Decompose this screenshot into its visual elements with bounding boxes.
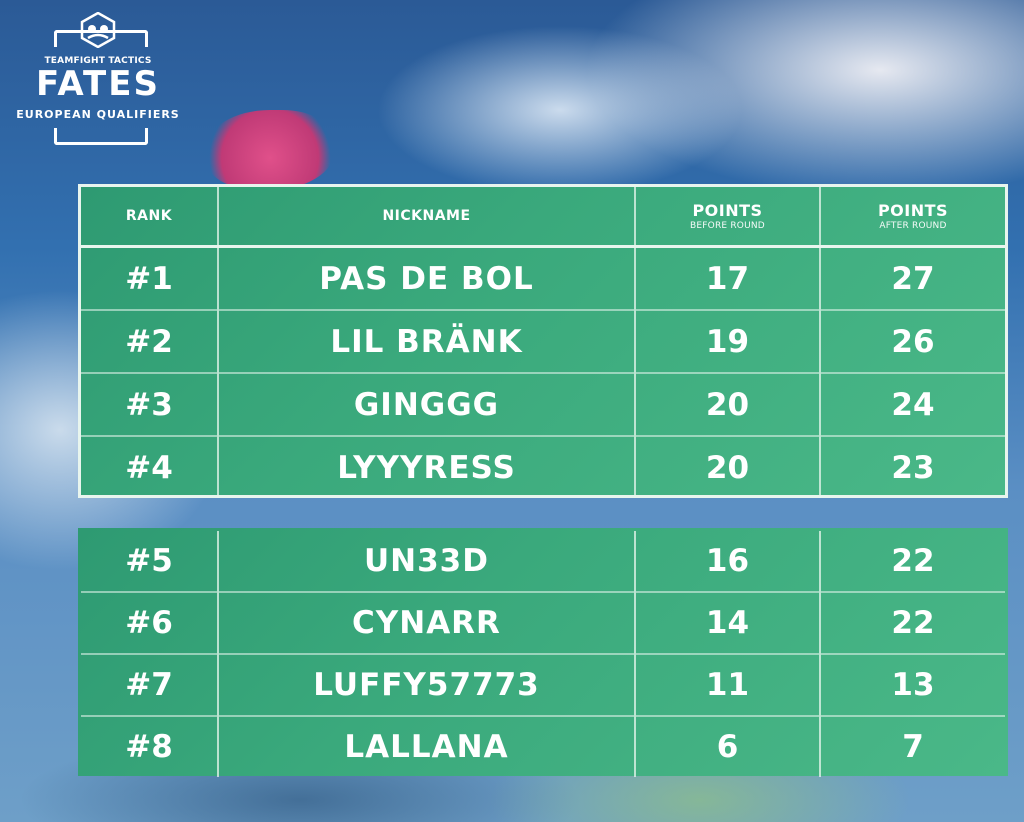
points-before-sublabel: BEFORE ROUND xyxy=(690,221,765,231)
rank-header: RANK xyxy=(81,187,218,248)
points-before-cell: 16 xyxy=(634,531,820,592)
logo-title: FATES xyxy=(36,64,160,104)
tournament-logo: TEAMFIGHT TACTICS FATES EUROPEAN QUALIFI… xyxy=(0,10,200,150)
rank-cell: #4 xyxy=(81,435,218,498)
points-before-cell: 6 xyxy=(634,715,820,777)
rank-cell: #5 xyxy=(125,543,173,579)
points-after-cell: 26 xyxy=(819,309,1005,373)
rank-cell: #6 xyxy=(81,591,218,654)
points-after-cell: 13 xyxy=(819,653,1005,716)
points-after-label: POINTS xyxy=(877,201,949,220)
points-before-cell: 19 xyxy=(634,309,820,373)
points-after-cell: 27 xyxy=(819,245,1005,310)
standings-bottom-panel: #5 UN33D 16 22 #6 CYNARR 14 22 #7 LUFFY5… xyxy=(78,528,1008,777)
nickname-cell: CYNARR xyxy=(217,591,635,654)
rank-cell: #3 xyxy=(81,372,218,436)
rank-cell: #8 xyxy=(81,715,218,777)
nickname-cell: LYYYRESS xyxy=(217,435,635,498)
table-row: #3 GINGGG 20 24 xyxy=(81,372,1005,436)
points-before-cell: 17 xyxy=(634,245,820,310)
standings-top-panel: RANK NICKNAME POINTS BEFORE ROUND POINTS… xyxy=(78,184,1008,498)
points-after-cell: 7 xyxy=(819,715,1005,777)
points-before-cell: 20 xyxy=(634,435,820,498)
points-after-cell: 22 xyxy=(819,531,1005,592)
nickname-header: NICKNAME xyxy=(217,187,635,248)
nickname-cell: LALLANA xyxy=(217,715,635,777)
rank-cell: #7 xyxy=(81,653,218,716)
rank-cell: #1 xyxy=(81,245,218,310)
points-after-header: POINTS AFTER ROUND xyxy=(819,187,1005,248)
nickname-cell: PAS DE BOL xyxy=(217,245,635,310)
points-after-cell: 22 xyxy=(819,591,1005,654)
table-row: #6 CYNARR 14 22 xyxy=(81,591,1005,654)
table-row: #4 LYYYRESS 20 23 xyxy=(81,435,1005,498)
logo-bracket-top xyxy=(54,30,148,47)
points-after-cell: 24 xyxy=(819,372,1005,436)
logo-bracket-bottom xyxy=(54,128,148,145)
logo-region: EUROPEAN QUALIFIERS xyxy=(16,108,180,121)
points-before-header: POINTS BEFORE ROUND xyxy=(634,187,820,248)
logo-subtitle: TEAMFIGHT TACTICS xyxy=(44,56,152,66)
table-row: #8 LALLANA 6 7 xyxy=(81,715,1005,777)
points-after-cell: 23 xyxy=(819,435,1005,498)
standings-table-top: RANK NICKNAME POINTS BEFORE ROUND POINTS… xyxy=(81,187,1005,498)
background-flower xyxy=(205,110,335,190)
points-after-sublabel: AFTER ROUND xyxy=(879,221,947,231)
table-header-row: RANK NICKNAME POINTS BEFORE ROUND POINTS… xyxy=(81,187,1005,248)
table-row: #2 LIL BRÄNK 19 26 xyxy=(81,309,1005,373)
rank-cell: #2 xyxy=(81,309,218,373)
points-before-cell: 11 xyxy=(634,653,820,716)
table-row: #7 LUFFY57773 11 13 xyxy=(81,653,1005,716)
nickname-cell: LIL BRÄNK xyxy=(217,309,635,373)
standings-table-bottom: #5 UN33D 16 22 #6 CYNARR 14 22 #7 LUFFY5… xyxy=(81,531,1005,777)
nickname-cell: UN33D xyxy=(217,531,635,592)
points-before-cell: 14 xyxy=(634,591,820,654)
nickname-cell: LUFFY57773 xyxy=(217,653,635,716)
points-before-cell: 20 xyxy=(634,372,820,436)
table-row: #1 PAS DE BOL 17 27 xyxy=(81,245,1005,310)
points-before-label: POINTS xyxy=(692,201,763,220)
nickname-cell: GINGGG xyxy=(217,372,635,436)
table-row: #5 UN33D 16 22 xyxy=(81,531,1005,592)
